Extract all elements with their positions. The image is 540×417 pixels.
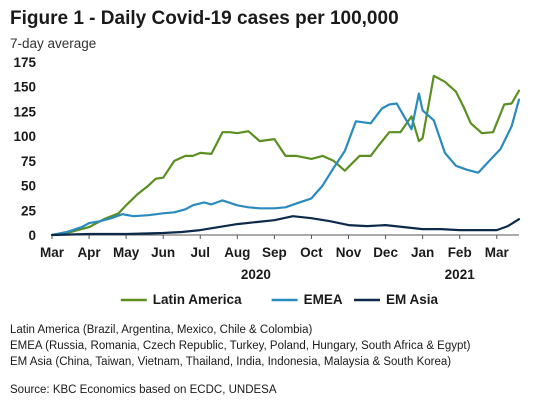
- y-tick-label: 100: [13, 129, 36, 144]
- x-tick-label: Oct: [300, 245, 323, 260]
- chart-legend: Latin America EMEA EM Asia: [120, 292, 439, 307]
- legend-item: Latin America: [120, 292, 242, 307]
- note-latin-america: Latin America (Brazil, Argentina, Mexico…: [10, 324, 313, 336]
- x-tick-label: Dec: [373, 245, 398, 260]
- legend-label: EMEA: [304, 292, 343, 307]
- chart-source: Source: KBC Economics based on ECDC, UND…: [10, 384, 277, 396]
- x-year-label: 2021: [445, 267, 476, 282]
- legend-item: EMEA: [271, 292, 343, 307]
- x-tick-label: Jul: [190, 245, 210, 260]
- y-tick-label: 50: [21, 179, 36, 194]
- y-tick-label: 175: [13, 55, 36, 70]
- x-tick-label: Apr: [77, 245, 101, 260]
- chart-subtitle: 7-day average: [10, 36, 97, 51]
- y-tick-label: 25: [21, 203, 37, 218]
- y-tick-label: 125: [13, 104, 36, 119]
- x-tick-label: Nov: [336, 245, 362, 260]
- series-line-emea: [50, 92, 521, 237]
- legend-label: EM Asia: [386, 292, 439, 307]
- x-tick-label: Feb: [448, 245, 472, 260]
- x-tick-label: May: [113, 245, 140, 260]
- series-line-latin-america: [50, 74, 521, 237]
- x-tick-label: Mar: [40, 245, 65, 260]
- note-emea: EMEA (Russia, Romania, Czech Republic, T…: [10, 340, 471, 352]
- series-line-em-asia: [50, 215, 521, 237]
- chart-axes: 0 25 50 75 100 125 150 175 Mar Apr May Jun Jul Aug Sep…: [13, 55, 519, 282]
- y-tick-label: 75: [21, 154, 37, 169]
- x-tick-label: Sep: [262, 245, 287, 260]
- note-em-asia: EM Asia (China, Taiwan, Vietnam, Thailan…: [10, 356, 452, 368]
- x-tick-label: Jun: [151, 245, 175, 260]
- x-tick-label: Mar: [485, 245, 510, 260]
- legend-label: Latin America: [153, 292, 242, 307]
- y-tick-label: 0: [28, 228, 36, 243]
- line-chart: 0 25 50 75 100 125 150 175 Mar Apr May Jun Jul Aug Sep…: [13, 55, 521, 307]
- x-tick-label: Jan: [411, 245, 434, 260]
- x-year-label: 2020: [241, 267, 271, 282]
- x-tick-label: Aug: [224, 245, 250, 260]
- chart-plot-area: [50, 74, 521, 237]
- chart-title: Figure 1 - Daily Covid-19 cases per 100,…: [10, 8, 399, 29]
- legend-item: EM Asia: [354, 292, 439, 307]
- y-tick-label: 150: [13, 80, 36, 95]
- chart-notes: Latin America (Brazil, Argentina, Mexico…: [10, 322, 470, 370]
